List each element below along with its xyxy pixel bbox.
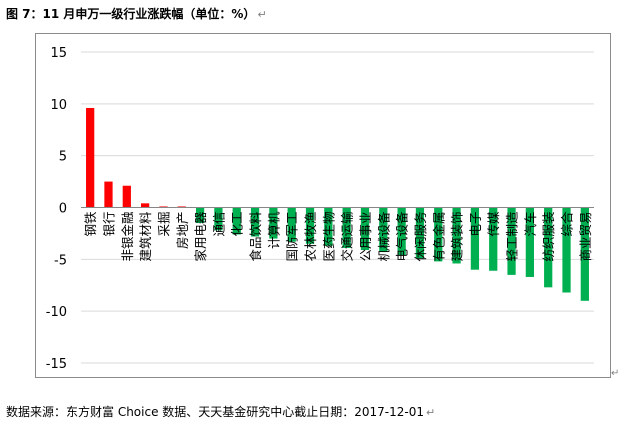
- bar: [507, 207, 516, 275]
- bar: [305, 207, 315, 244]
- bar: [324, 207, 333, 246]
- category-label: 建筑装饰: [450, 212, 465, 262]
- source-note: 数据来源：东方财富 Choice 数据、天天基金研究中心截止日期：2017-12…: [6, 403, 435, 420]
- bar: [177, 206, 186, 208]
- category-label: 食品饮料: [248, 211, 263, 262]
- bar: [562, 207, 571, 293]
- category-label: 家用电器: [193, 211, 208, 262]
- bar: [452, 207, 461, 264]
- category-label: 建筑材料: [138, 211, 153, 262]
- y-tick-label: -15: [46, 357, 67, 372]
- category-label: 综合: [560, 211, 575, 237]
- y-tick-label: -5: [54, 253, 67, 268]
- category-label: 机械设备: [376, 211, 391, 262]
- bar: [232, 207, 241, 235]
- bar: [269, 207, 278, 239]
- category-label: 公用事业: [358, 212, 373, 262]
- category-label: 电子: [468, 212, 483, 237]
- category-label: 轻工制造: [505, 211, 520, 262]
- chart-frame: 15 10 5 0 -5 -10 -15 钢铁 银行 非银金融 建筑材料 采掘 房地产 家用电器 通信 化工食…: [35, 33, 611, 378]
- y-tick-label: 0: [59, 202, 67, 217]
- category-label: 汽车: [523, 212, 538, 237]
- category-label: 计算机: [266, 211, 281, 249]
- bar: [489, 207, 498, 271]
- bar-chart: 15 10 5 0 -5 -10 -15 钢铁 银行 非银金融 建筑材料 采掘 房地产 家用电器 通信 化工食…: [46, 46, 594, 372]
- bar: [470, 207, 480, 270]
- bar: [86, 107, 95, 208]
- bar: [360, 207, 370, 251]
- category-label: 电气设备: [395, 211, 410, 262]
- y-tick-label: 15: [50, 46, 67, 61]
- paragraph-mark-chart: ↵: [611, 368, 620, 379]
- bar: [159, 206, 168, 208]
- bar: [544, 207, 553, 288]
- bar: [415, 207, 425, 259]
- bar: [397, 207, 406, 256]
- figure-caption: 图 7：11 月申万一级行业涨跌幅（单位：%） ↵: [6, 5, 267, 22]
- bar: [342, 207, 351, 248]
- source-note-text: 数据来源：东方财富 Choice 数据、天天基金研究中心截止日期：2017-12…: [6, 405, 425, 419]
- category-label: 商业贸易: [578, 212, 593, 262]
- bar: [287, 207, 296, 242]
- y-tick-label: 5: [59, 150, 67, 165]
- category-label: 银行: [101, 212, 116, 237]
- y-tick-label: -10: [46, 305, 67, 320]
- category-label: 有色金属: [431, 212, 446, 262]
- category-label: 钢铁: [83, 211, 98, 237]
- paragraph-mark-source: ↵: [426, 406, 436, 419]
- bar: [434, 207, 443, 262]
- bar: [250, 207, 260, 237]
- bar: [141, 203, 150, 208]
- bar: [195, 207, 205, 224]
- category-label: 非银金融: [120, 211, 135, 262]
- category-label: 休闲服务: [413, 212, 428, 262]
- category-label: 纺织服装: [541, 212, 556, 262]
- bar: [214, 207, 223, 231]
- bar: [379, 207, 388, 253]
- category-label: 通信: [211, 212, 226, 237]
- paragraph-mark: ↵: [257, 8, 267, 21]
- category-label: 化工: [230, 212, 245, 237]
- category-label: 医药生物: [321, 212, 336, 262]
- category-label: 传媒: [486, 211, 501, 237]
- category-label: 采掘: [156, 212, 171, 237]
- bar: [104, 181, 113, 208]
- bar: [122, 185, 131, 208]
- category-label: 农林牧渔: [303, 212, 318, 262]
- category-label: 国防军工: [285, 212, 300, 262]
- figure-caption-text: 图 7：11 月申万一级行业涨跌幅（单位：%）: [6, 7, 256, 21]
- y-tick-label: 10: [50, 98, 67, 113]
- category-label: 房地产: [175, 212, 190, 250]
- bar: [580, 207, 589, 301]
- category-label: 交通运输: [340, 211, 355, 262]
- bar: [525, 207, 534, 277]
